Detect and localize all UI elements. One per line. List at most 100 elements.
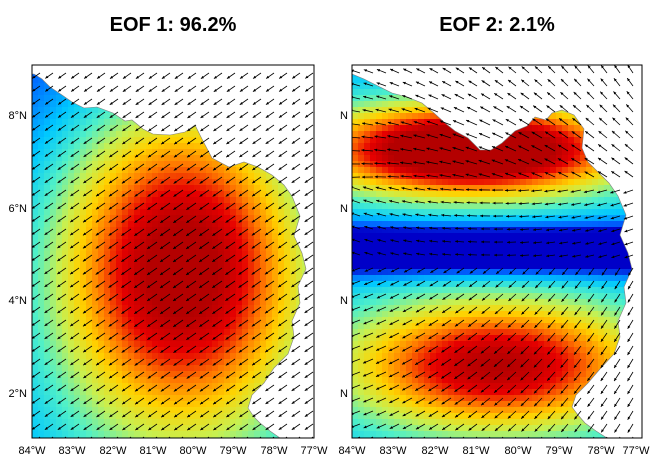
field-cell [424, 137, 431, 144]
wind-arrow [96, 397, 106, 405]
field-cell [574, 203, 581, 210]
field-cell [568, 191, 575, 198]
wind-arrow [134, 306, 145, 315]
wind-arrow [291, 267, 301, 275]
field-cell [200, 257, 207, 264]
field-cell [218, 197, 225, 204]
field-cell [254, 281, 261, 288]
field-cell [80, 371, 87, 378]
field-cell [104, 191, 111, 198]
field-cell [242, 203, 249, 210]
field-cell [194, 227, 201, 234]
field-cell [38, 119, 45, 126]
field-cell [236, 281, 243, 288]
wind-arrow [291, 202, 301, 210]
field-cell [212, 431, 219, 438]
field-cell [74, 173, 81, 180]
field-cell [50, 353, 57, 360]
field-cell [490, 209, 497, 216]
field-cell [80, 131, 87, 138]
field-cell [98, 275, 105, 282]
wind-arrow [252, 98, 262, 106]
field-cell [50, 167, 57, 174]
field-cell [206, 389, 213, 396]
field-cell [104, 149, 111, 156]
field-cell [224, 329, 231, 336]
field-cell [206, 257, 213, 264]
field-cell [128, 395, 135, 402]
wind-arrow [32, 254, 41, 262]
wind-arrow [148, 72, 158, 80]
wind-arrow [238, 254, 249, 262]
field-cell [382, 137, 389, 144]
field-cell [224, 281, 231, 288]
field-cell [134, 221, 141, 228]
field-cell [562, 203, 569, 210]
wind-arrow [291, 176, 301, 184]
wind-arrow [121, 215, 132, 223]
field-cell [532, 197, 539, 204]
field-cell [230, 215, 237, 222]
field-cell [248, 227, 255, 234]
field-cell [170, 359, 177, 366]
field-cell [170, 383, 177, 390]
field-cell [358, 215, 365, 222]
field-cell [68, 227, 75, 234]
field-cell [218, 251, 225, 258]
wind-arrow [109, 137, 119, 145]
field-cell [466, 149, 473, 156]
field-cell [418, 131, 425, 138]
field-cell [50, 251, 57, 258]
field-cell [122, 383, 129, 390]
field-cell [388, 203, 395, 210]
field-cell [122, 317, 129, 324]
field-cell [50, 227, 57, 234]
eof1-map-panel: 8°N 6°N 4°N 2°N 84°W 83°W 82°W 81°W 80°W… [9, 64, 328, 457]
field-cell [592, 227, 599, 234]
field-cell [206, 323, 213, 330]
field-cell [104, 275, 111, 282]
field-cell [134, 257, 141, 264]
field-cell [38, 389, 45, 396]
field-cell [80, 317, 87, 324]
field-cell [388, 161, 395, 168]
field-cell [580, 179, 587, 186]
field-cell [212, 407, 219, 414]
field-cell [50, 89, 57, 96]
wind-arrow [252, 384, 262, 392]
field-cell [92, 395, 99, 402]
field-cell [170, 257, 177, 264]
wind-arrow [82, 189, 93, 197]
field-cell [266, 221, 273, 228]
field-cell [406, 209, 413, 216]
field-cell [182, 275, 189, 282]
field-cell [370, 95, 377, 102]
field-cell [230, 377, 237, 384]
field-cell [544, 161, 551, 168]
field-cell [110, 149, 117, 156]
field-cell [206, 395, 213, 402]
field-cell [182, 401, 189, 408]
field-cell [436, 209, 443, 216]
field-cell [586, 167, 593, 174]
field-cell [236, 371, 243, 378]
field-cell [152, 239, 159, 246]
field-cell [32, 269, 39, 276]
field-cell [248, 365, 255, 372]
lon-label: 78°W [260, 445, 288, 457]
wind-arrow [108, 358, 119, 366]
field-cell [74, 281, 81, 288]
field-cell [38, 347, 45, 354]
field-cell [508, 149, 515, 156]
field-cell [140, 155, 147, 162]
field-cell [32, 371, 39, 378]
field-cell [224, 203, 231, 210]
field-cell [200, 299, 207, 306]
field-cell [158, 419, 165, 426]
field-cell [44, 341, 51, 348]
field-cell [68, 131, 75, 138]
wind-arrow [212, 150, 223, 158]
field-cell [550, 209, 557, 216]
field-cell [358, 77, 365, 84]
field-cell [152, 323, 159, 330]
